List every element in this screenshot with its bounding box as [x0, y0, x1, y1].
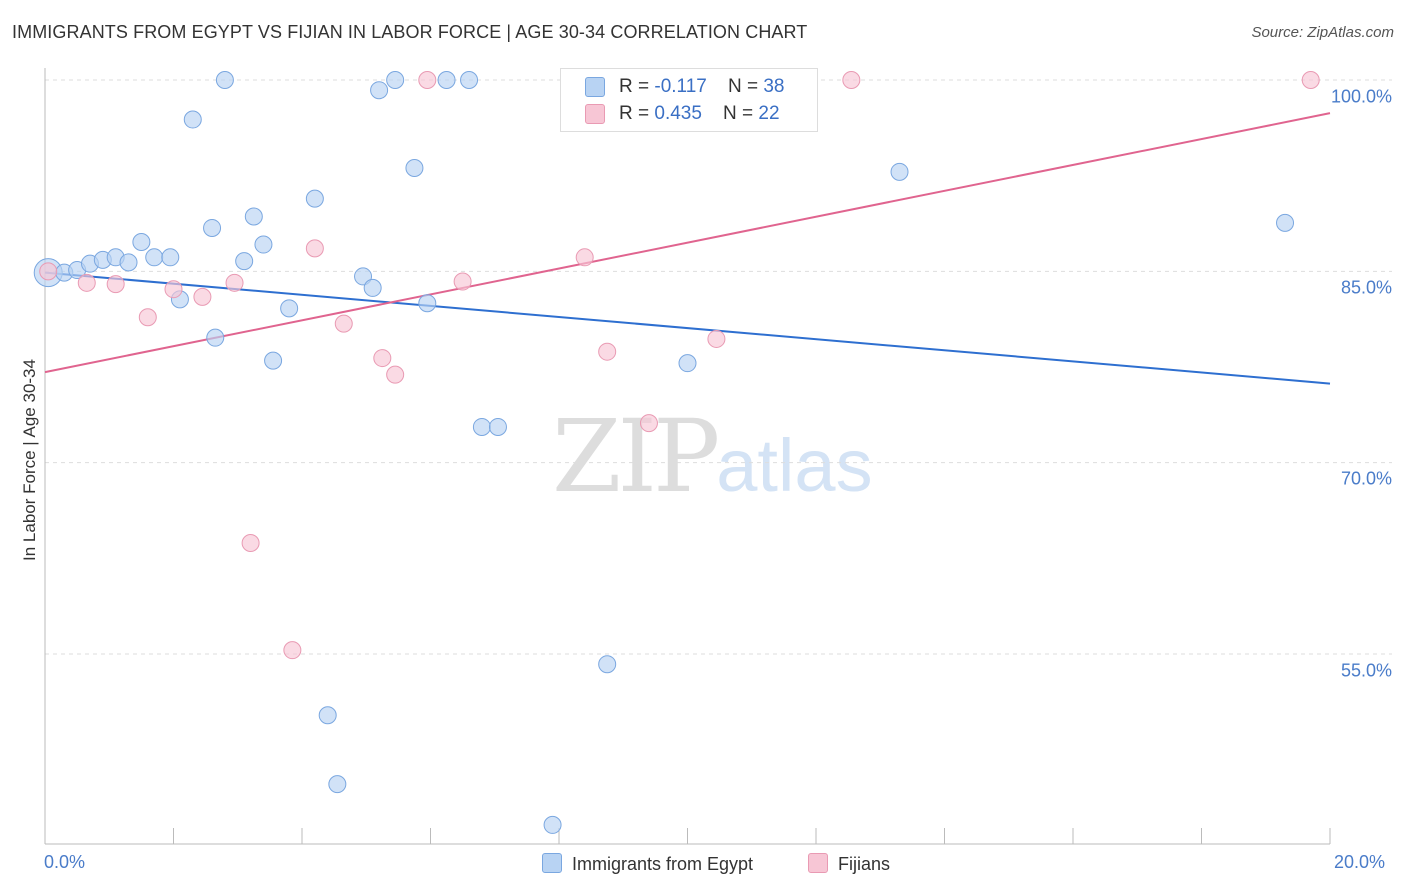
- y-tick-100: 100.0%: [1330, 86, 1392, 107]
- chart-title: IMMIGRANTS FROM EGYPT VS FIJIAN IN LABOR…: [12, 22, 808, 42]
- point-blue-30: [460, 71, 479, 89]
- point-blue-37: [1276, 213, 1295, 232]
- point-blue-35: [678, 354, 697, 373]
- point-blue-15: [235, 252, 254, 271]
- point-blue-31: [472, 417, 491, 436]
- point-pink-6: [225, 273, 244, 292]
- point-blue-33: [543, 815, 562, 834]
- x-tick-max: 20.0%: [1334, 852, 1386, 872]
- point-pink-5: [193, 287, 212, 306]
- point-pink-15: [575, 248, 594, 267]
- point-pink-7: [241, 534, 260, 553]
- y-tick-55: 55.0%: [1340, 660, 1392, 681]
- watermark: ZIPatlas: [552, 398, 873, 515]
- point-pink-9: [305, 239, 324, 258]
- point-pink-8: [283, 641, 302, 660]
- point-pink-12: [386, 365, 405, 384]
- y-axis-label: In Labor Force | Age 30-34: [20, 359, 39, 561]
- stats-legend: R = -0.117 N = 38 R = 0.435 N = 22: [560, 68, 818, 132]
- legend-text-egypt: R = -0.117 N = 38: [619, 76, 785, 97]
- point-pink-18: [707, 329, 726, 348]
- axis-layer: [44, 68, 1331, 845]
- point-pink-10: [334, 314, 353, 333]
- point-pink-13: [418, 71, 437, 89]
- source-credit: Source: ZipAtlas.com: [1251, 24, 1394, 41]
- point-blue-16: [244, 207, 263, 226]
- bottom-legend-swatch-fijians: [808, 853, 828, 873]
- point-pink-14: [453, 272, 472, 291]
- bottom-legend-egypt: Immigrants from Egypt: [542, 853, 753, 875]
- point-pink-16: [598, 342, 617, 361]
- point-blue-34: [598, 655, 617, 674]
- grid-layer: [45, 79, 1392, 655]
- point-pink-3: [138, 308, 157, 327]
- point-blue-6: [119, 253, 138, 272]
- point-blue-13: [206, 328, 225, 347]
- point-blue-36: [890, 162, 909, 181]
- point-blue-11: [183, 110, 202, 129]
- point-pink-17: [639, 414, 658, 433]
- watermark-zip: ZIP: [552, 398, 720, 515]
- point-blue-27: [405, 159, 424, 178]
- point-blue-23: [354, 267, 373, 286]
- point-blue-19: [280, 299, 299, 318]
- point-pink-20: [842, 71, 861, 89]
- point-blue-29: [437, 71, 456, 89]
- x-tick-min: 0.0%: [44, 852, 86, 872]
- point-blue-18: [264, 351, 283, 370]
- trend-line-pink: [44, 112, 1331, 374]
- legend-swatch-fijians: [585, 104, 605, 124]
- point-blue-24: [363, 278, 382, 297]
- point-blue-28: [418, 294, 437, 313]
- y-tick-85: 85.0%: [1340, 277, 1392, 298]
- bottom-legend-swatch-egypt: [542, 853, 562, 873]
- point-pink-4: [164, 280, 183, 299]
- point-pink-1: [77, 273, 96, 292]
- point-blue-14: [215, 71, 234, 89]
- point-blue-9: [161, 248, 180, 267]
- point-pink-2: [106, 275, 125, 294]
- point-blue-25: [370, 81, 389, 100]
- point-layer: [33, 71, 1320, 834]
- point-blue-26: [386, 71, 405, 89]
- y-tick-70: 70.0%: [1340, 468, 1392, 489]
- point-pink-11: [373, 349, 392, 368]
- point-pink-21: [1301, 71, 1320, 89]
- point-blue-21: [318, 706, 337, 725]
- point-blue-22: [328, 775, 347, 794]
- watermark-atlas: atlas: [716, 424, 873, 507]
- point-blue-8: [145, 248, 164, 267]
- point-blue-20: [305, 189, 324, 208]
- trend-line-blue: [44, 271, 1331, 385]
- legend-swatch-egypt: [585, 77, 605, 97]
- point-pink-0: [39, 262, 58, 281]
- point-blue-32: [488, 417, 507, 436]
- point-blue-7: [132, 232, 151, 251]
- legend-text-fijians: R = 0.435 N = 22: [619, 103, 780, 124]
- trend-layer: [44, 112, 1331, 385]
- point-blue-12: [203, 218, 222, 237]
- point-blue-17: [254, 235, 273, 254]
- bottom-legend-fijians: Fijians: [808, 853, 890, 875]
